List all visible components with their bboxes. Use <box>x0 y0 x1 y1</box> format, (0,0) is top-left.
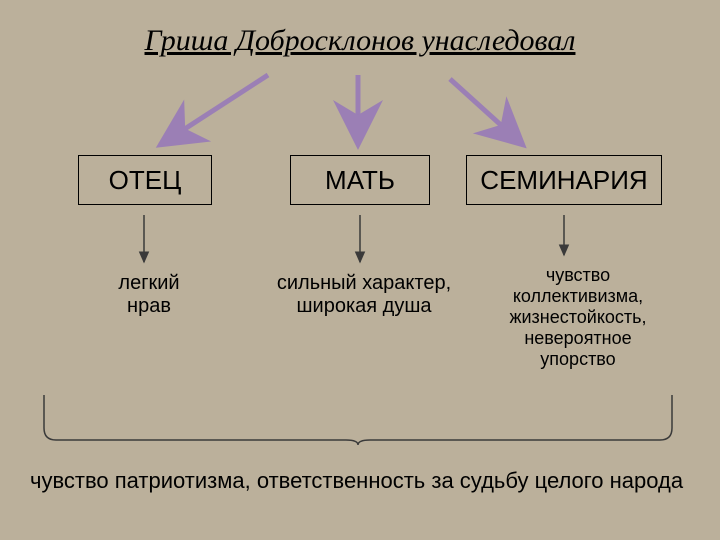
box-seminary: СЕМИНАРИЯ <box>466 155 662 205</box>
box-father: ОТЕЦ <box>78 155 212 205</box>
desc-seminary: чувство коллективизма, жизнестойкость, н… <box>498 265 658 370</box>
desc-father: легкий нрав <box>104 272 194 318</box>
box-label: СЕМИНАРИЯ <box>480 165 647 196</box>
conclusion-text: чувство патриотизма, ответственность за … <box>30 468 683 494</box>
desc-mother: сильный характер, широкая душа <box>259 272 469 318</box>
box-label: МАТЬ <box>325 165 395 196</box>
box-mother: МАТЬ <box>290 155 430 205</box>
box-label: ОТЕЦ <box>109 165 182 196</box>
page-title: Гриша Добросклонов унаследовал <box>0 24 720 58</box>
